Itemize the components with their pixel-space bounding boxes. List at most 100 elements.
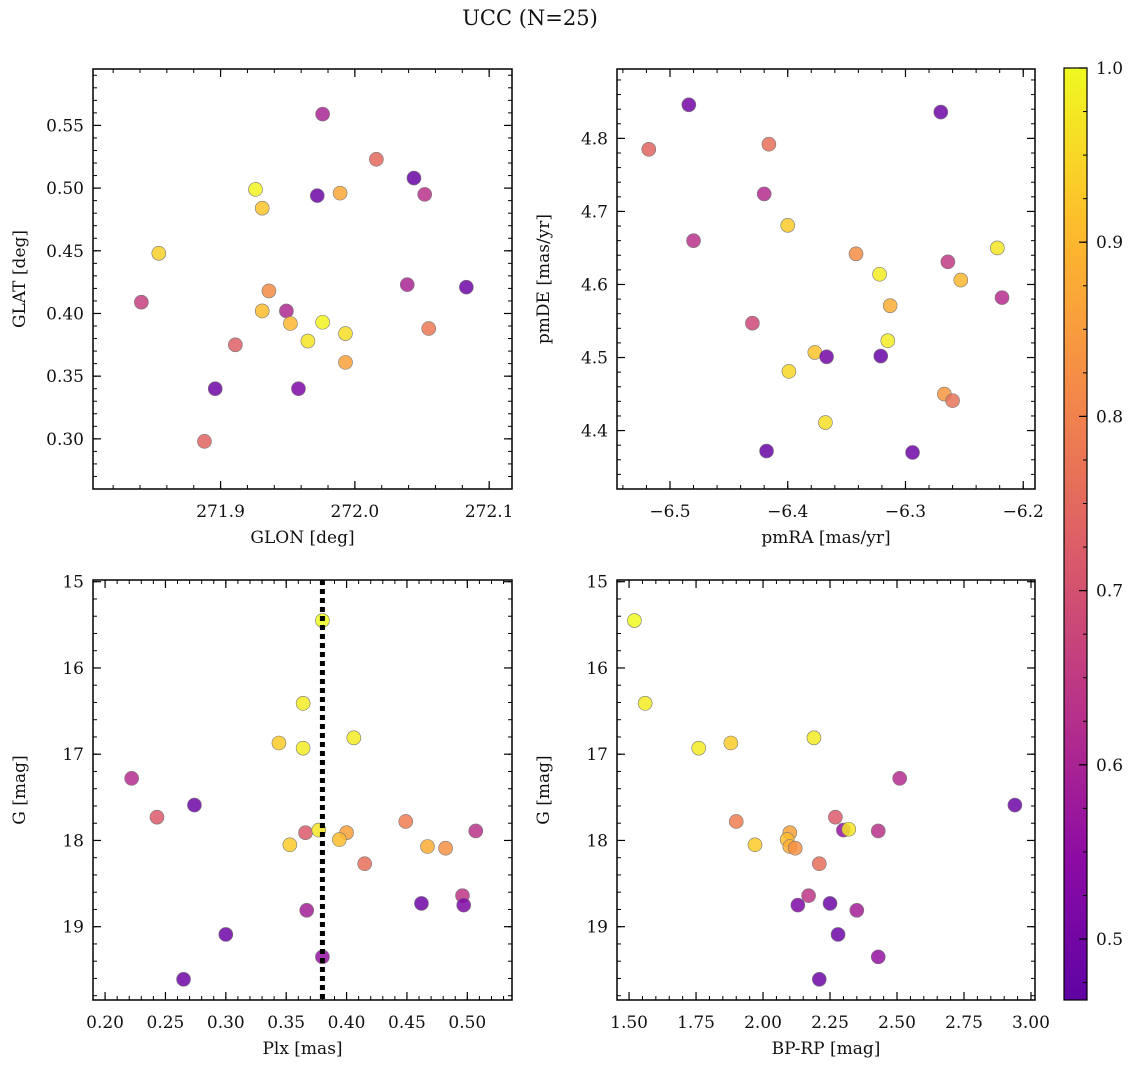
data-point [421, 321, 437, 336]
data-point [299, 903, 315, 918]
axes-frame [616, 579, 1036, 1001]
data-point [781, 364, 797, 379]
data-point [124, 771, 139, 786]
data-point [812, 972, 827, 987]
data-point [994, 290, 1010, 305]
data-point [315, 106, 330, 122]
data-point [271, 735, 287, 751]
y-axis-label: G [mag] [10, 755, 30, 824]
data-point [338, 326, 353, 341]
y-axis-label: pmDE [mas/yr] [534, 214, 554, 344]
axes-frame [92, 579, 513, 1001]
colorbar-tick-label: 0.6 [1096, 756, 1123, 776]
data-point [279, 303, 294, 319]
data-point [151, 245, 167, 261]
y-tick-label: 15 [586, 573, 608, 593]
data-point [801, 888, 816, 903]
data-point [940, 254, 956, 270]
axes-frame [92, 68, 513, 490]
data-point [295, 696, 311, 711]
y-tick-label: 16 [62, 659, 84, 679]
x-tick-label: 2.25 [811, 1013, 849, 1033]
x-tick-label: 0.25 [147, 1013, 185, 1033]
data-point [332, 185, 348, 201]
y-tick-label: 0.55 [46, 116, 84, 136]
data-point [417, 187, 433, 202]
colorbar-tick-label: 0.5 [1096, 930, 1123, 950]
data-point [438, 840, 453, 856]
data-point [456, 897, 472, 913]
data-point [882, 298, 898, 313]
y-axis-label: G [mag] [534, 755, 554, 824]
data-point [248, 182, 263, 197]
y-axis-label: GLAT [deg] [10, 230, 30, 328]
data-point [149, 809, 165, 825]
data-point [254, 200, 270, 216]
x-tick-label: 272.0 [331, 502, 380, 522]
data-point [295, 740, 311, 756]
x-tick-label: 1.50 [610, 1013, 648, 1033]
data-point [812, 856, 827, 872]
colorbar-tick-label: 1.0 [1096, 59, 1123, 79]
data-point [398, 814, 414, 829]
x-tick-label: 271.9 [196, 502, 245, 522]
x-tick-label: 2.75 [945, 1013, 983, 1033]
data-point [369, 151, 384, 167]
colorbar-tick-label: 0.8 [1096, 407, 1123, 427]
y-tick-label: 4.5 [581, 349, 608, 369]
data-point [459, 279, 474, 295]
data-point [315, 314, 330, 330]
y-tick-label: 4.4 [581, 422, 608, 442]
data-point [841, 821, 857, 837]
data-point [187, 797, 202, 813]
data-point [870, 949, 886, 965]
x-tick-label: 1.75 [677, 1013, 715, 1033]
y-tick-label: 18 [586, 831, 608, 851]
y-tick-label: 19 [62, 918, 84, 938]
data-point [207, 381, 223, 397]
y-tick-label: 4.6 [581, 275, 608, 295]
data-point [406, 170, 422, 186]
x-tick-label: 0.45 [388, 1013, 426, 1033]
data-point [873, 348, 889, 364]
x-tick-label: 0.30 [207, 1013, 245, 1033]
y-tick-label: 4.7 [581, 202, 608, 222]
data-point [254, 303, 270, 319]
data-point [420, 839, 435, 854]
x-tick-label: 0.40 [328, 1013, 366, 1033]
panel-4: 1.50 1.75 2.00 2.25 2.50 2.75 3.00 15 16 17 18 19 BP… [534, 573, 1050, 1059]
x-tick-label: −6.5 [649, 502, 690, 522]
data-point [806, 730, 822, 746]
colorbar: 0.5 0.6 0.7 0.8 0.9 1.0 [1063, 59, 1123, 1001]
y-tick-label: 0.50 [46, 179, 84, 199]
data-point [828, 809, 843, 825]
data-point [818, 415, 833, 430]
data-point [228, 337, 243, 353]
colorbar-tick-label: 0.9 [1096, 233, 1123, 253]
x-axis-label: GLON [deg] [250, 528, 354, 548]
x-tick-label: 3.00 [1012, 1013, 1050, 1033]
y-tick-label: 15 [62, 573, 84, 593]
data-point [332, 832, 347, 847]
data-point [218, 927, 234, 942]
data-point [134, 294, 149, 310]
y-tick-label: 16 [586, 659, 608, 679]
x-tick-label: 272.1 [465, 502, 514, 522]
x-axis-label: Plx [mas] [262, 1039, 342, 1059]
data-point [780, 218, 796, 233]
data-point [880, 333, 896, 349]
data-point [787, 840, 803, 856]
data-point [282, 837, 298, 853]
x-tick-label: −6.4 [767, 502, 808, 522]
x-tick-label: 2.00 [744, 1013, 782, 1033]
x-tick-label: −6.3 [885, 502, 926, 522]
data-point [691, 740, 707, 756]
data-point [346, 730, 362, 746]
data-point [870, 823, 886, 839]
figure-title: UCC (N=25) [462, 6, 598, 30]
y-tick-label: 0.40 [46, 304, 84, 324]
data-point [790, 897, 806, 913]
colorbar-gradient [1063, 67, 1088, 1001]
data-point [892, 771, 907, 786]
